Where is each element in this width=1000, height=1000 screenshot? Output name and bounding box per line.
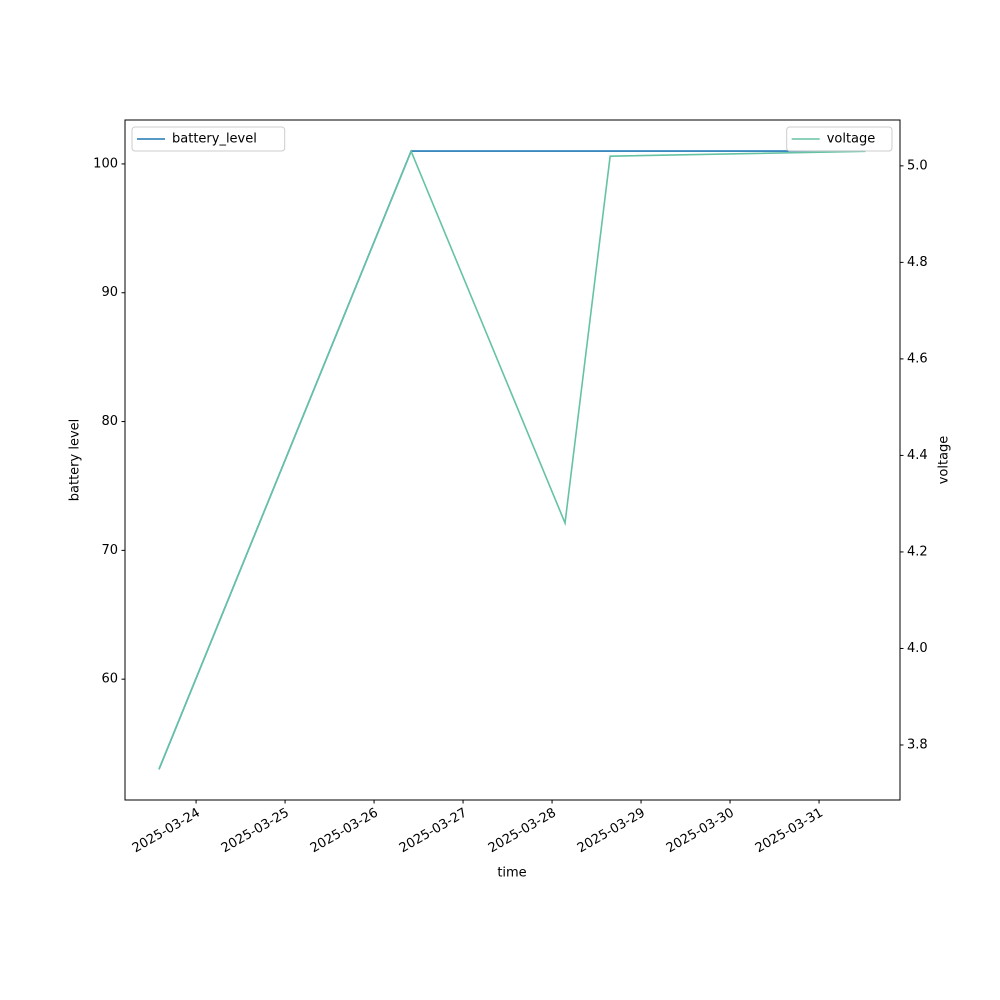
y-tick-label: 60 [101,672,118,687]
x-tick-label: 2025-03-26 [308,806,381,857]
y2-axis-label: voltage [937,436,952,485]
legend-label: battery_level [172,132,257,147]
y2-tick-label: 3.8 [907,737,928,752]
x-tick-label: 2025-03-28 [486,806,559,857]
y2-tick-label: 4.4 [907,448,928,463]
x-tick-label: 2025-03-24 [130,806,203,857]
y2-tick-label: 5.0 [907,158,928,173]
y-tick-label: 80 [101,414,118,429]
y-axis-label: battery level [68,419,83,502]
series-line [158,149,866,770]
y2-tick-label: 4.0 [907,641,928,656]
y-tick-label: 90 [101,285,118,300]
x-tick-label: 2025-03-29 [575,806,648,857]
series-line [158,150,866,770]
x-tick-label: 2025-03-25 [219,806,292,857]
legend-box [131,126,286,152]
y2-tick-label: 4.2 [907,544,928,559]
legend-box [786,126,893,152]
x-tick-label: 2025-03-31 [753,806,826,857]
y2-tick-label: 4.8 [907,255,928,270]
x-tick-label: 2025-03-30 [664,806,737,857]
plot-frame [124,119,901,801]
x-tick-label: 2025-03-27 [397,806,470,857]
y-tick-label: 100 [93,156,118,171]
y2-tick-label: 4.6 [907,351,928,366]
legend-label: voltage [827,132,876,147]
x-axis-label: time [497,866,526,881]
y-tick-label: 70 [101,543,118,558]
